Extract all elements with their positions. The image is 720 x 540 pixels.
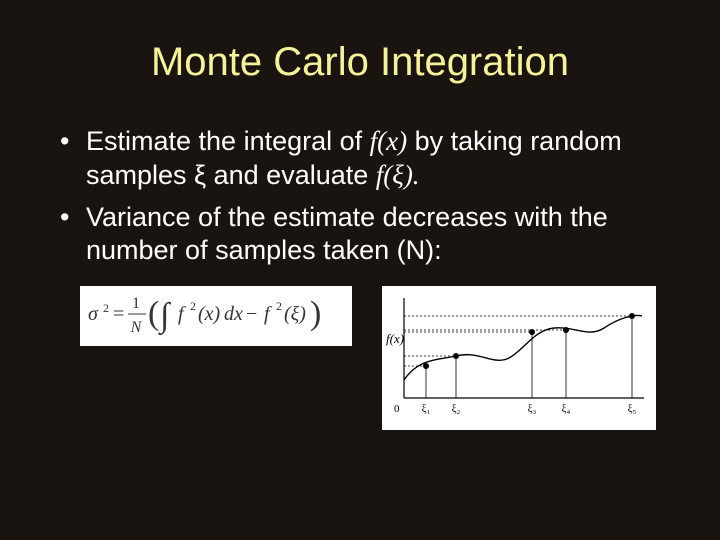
curve (404, 316, 642, 381)
slide: Monte Carlo Integration Estimate the int… (0, 0, 720, 540)
formula-minus: − (246, 303, 257, 325)
xi-label: ξ₄ (562, 403, 571, 415)
origin-label: 0 (394, 403, 400, 415)
formula-f1: f (178, 303, 186, 325)
formula-sup2b: 2 (276, 299, 282, 313)
formula-x: (x) (198, 303, 221, 325)
bullet-1-fx1: f(x) (370, 126, 407, 156)
sample-point (423, 363, 429, 369)
sample-point (629, 313, 635, 319)
sample-point (563, 327, 569, 333)
formula-sigma: σ (88, 303, 99, 325)
bullet-1-text-a: Estimate the integral of (86, 126, 370, 156)
formula-den: N (130, 319, 143, 336)
bullet-1-fx2: f(ξ). (376, 160, 420, 190)
formula-eq: = (113, 303, 124, 325)
bullet-2-text: Variance of the estimate decreases with … (86, 202, 608, 266)
xi-label: ξ₂ (452, 403, 461, 415)
bullet-1: Estimate the integral of f(x) by taking … (60, 125, 670, 193)
formula-f2: f (264, 303, 272, 325)
xi-label: ξ₁ (422, 403, 431, 415)
formula-num: 1 (132, 295, 140, 312)
formula-open: ( (148, 295, 159, 332)
formula-int: ∫ (158, 297, 172, 336)
bullet-list: Estimate the integral of f(x) by taking … (60, 125, 670, 268)
formula-xi: (ξ) (284, 303, 306, 325)
xi-label: ξ₅ (628, 403, 637, 415)
formula-dx: dx (224, 303, 243, 325)
sampling-chart: 0 f(x) ξ₁ ξ₂ ξ₃ ξ₄ ξ₅ (382, 286, 656, 430)
xi-label: ξ₃ (528, 403, 537, 415)
bullet-2: Variance of the estimate decreases with … (60, 201, 670, 269)
y-axis-label: f(x) (386, 331, 404, 346)
figure-row: σ 2 = 1 N ( ∫ f 2 (x) dx − f (40, 286, 680, 430)
formula-sigma-sup: 2 (103, 301, 109, 315)
sample-point (453, 353, 459, 359)
formula-sup2a: 2 (190, 299, 196, 313)
variance-formula: σ 2 = 1 N ( ∫ f 2 (x) dx − f (80, 286, 352, 346)
slide-title: Monte Carlo Integration (40, 40, 680, 85)
formula-close: ) (310, 295, 321, 332)
